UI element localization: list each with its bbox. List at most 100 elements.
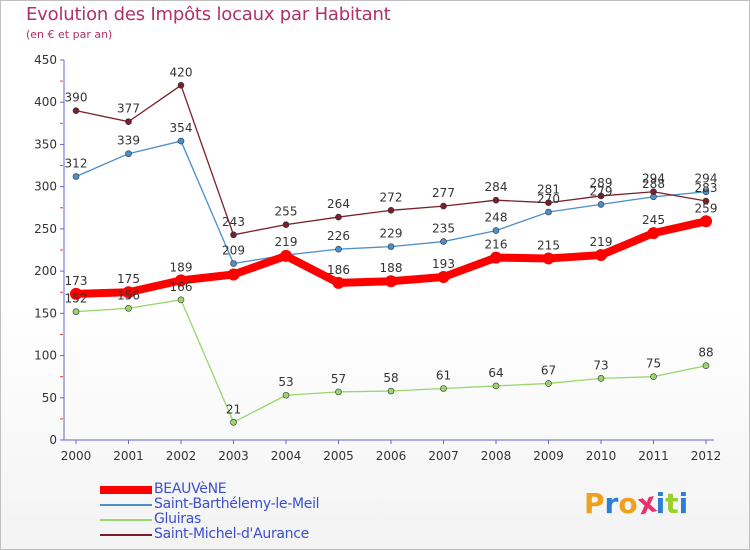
series-point-2 <box>72 308 80 315</box>
x-tick-label: 2011 <box>638 449 669 463</box>
series-point-1 <box>177 137 185 145</box>
data-label: 216 <box>485 238 508 252</box>
data-label: 245 <box>642 213 665 227</box>
series-point-0 <box>227 268 240 281</box>
series-point-2 <box>597 375 605 382</box>
series-point-1 <box>335 245 342 253</box>
y-tick-label: 450 <box>34 53 57 67</box>
series-point-2 <box>650 373 657 380</box>
data-label: 88 <box>698 346 713 360</box>
data-label: 390 <box>65 91 88 105</box>
data-label: 61 <box>436 368 451 382</box>
data-label: 189 <box>170 260 193 274</box>
series-point-0 <box>647 227 660 240</box>
series-point-2 <box>125 304 132 312</box>
x-tick-label: 2008 <box>481 449 512 463</box>
data-label: 279 <box>590 184 613 198</box>
x-tick-label: 2002 <box>166 449 197 463</box>
x-tick-label: 2004 <box>271 449 302 463</box>
legend-swatch-saint-barthelemy <box>100 504 152 506</box>
logo-letter: r <box>604 487 619 520</box>
data-label: 294 <box>642 172 665 186</box>
y-tick-label: 400 <box>34 95 57 109</box>
data-label: 294 <box>695 172 718 186</box>
data-label: 186 <box>327 263 350 277</box>
data-label: 64 <box>488 366 503 380</box>
series-point-2 <box>545 380 552 387</box>
series-point-3 <box>492 196 500 204</box>
series-point-1 <box>125 150 132 158</box>
series-point-3 <box>335 213 342 221</box>
data-label: 75 <box>646 357 661 371</box>
series-point-1 <box>72 173 80 180</box>
y-tick-label: 50 <box>42 391 57 405</box>
series-point-3 <box>282 221 290 228</box>
data-label: 219 <box>590 235 613 249</box>
data-label: 288 <box>642 177 665 191</box>
series-point-0 <box>490 251 502 264</box>
series-point-0 <box>385 275 397 288</box>
x-tick-label: 2001 <box>113 449 144 463</box>
series-point-1 <box>440 238 447 245</box>
series-point-1 <box>702 188 710 196</box>
data-label: 277 <box>432 186 455 200</box>
data-label: 57 <box>331 372 346 386</box>
x-tick-label: 2010 <box>586 449 617 463</box>
y-tick-label: 300 <box>34 180 57 194</box>
data-label: 339 <box>117 134 140 148</box>
legend-label-saint-barthelemy: Saint-Barthélemy-le-Meil <box>154 496 320 512</box>
series-point-2 <box>702 362 710 369</box>
series-point-3 <box>177 82 185 89</box>
data-label: 248 <box>485 211 508 225</box>
legend-label-saint-michel: Saint-Michel-d'Aurance <box>154 526 309 542</box>
data-label: 58 <box>383 371 398 385</box>
x-tick-label: 2006 <box>376 449 407 463</box>
data-label: 173 <box>65 274 88 288</box>
data-label: 235 <box>432 222 455 236</box>
series-point-0 <box>332 276 345 289</box>
data-label: 283 <box>695 181 718 195</box>
x-tick-label: 2012 <box>691 449 722 463</box>
data-label: 67 <box>541 363 556 377</box>
data-label: 219 <box>275 235 298 249</box>
series-point-0 <box>175 274 187 287</box>
data-label: 354 <box>170 121 193 135</box>
y-tick-label: 0 <box>49 433 57 447</box>
legend-label-gluiras: Gluiras <box>154 511 202 527</box>
series-point-3 <box>387 207 395 214</box>
series-point-0 <box>280 249 292 262</box>
series-point-0 <box>70 287 82 300</box>
data-label: 156 <box>117 288 140 302</box>
y-tick-label: 150 <box>34 306 57 320</box>
legend-swatch-saint-michel <box>100 534 152 536</box>
series-point-2 <box>387 387 395 395</box>
logo-letter: i <box>655 487 666 520</box>
series-point-3 <box>702 197 710 205</box>
series-point-3 <box>230 231 237 239</box>
data-label: 259 <box>695 201 718 215</box>
series-point-0 <box>437 271 450 284</box>
series-line-2 <box>75 299 707 423</box>
chart-title: Evolution des Impôts locaux par Habitant <box>26 4 391 25</box>
series-point-1 <box>230 260 237 267</box>
series-point-0 <box>595 249 607 262</box>
x-tick-label: 2009 <box>533 449 564 463</box>
series-point-2 <box>177 296 185 304</box>
data-label: 73 <box>593 358 608 372</box>
y-tick-label: 350 <box>34 137 57 151</box>
y-tick-label: 200 <box>34 264 57 278</box>
logo-letter: t <box>665 487 679 520</box>
legend-swatch-beauvene <box>100 486 152 494</box>
series-point-1 <box>545 208 552 216</box>
legend-label-beauvene: BEAUVèNE <box>154 481 227 497</box>
series-point-1 <box>387 243 395 250</box>
series-point-3 <box>597 192 605 200</box>
series-point-3 <box>72 107 80 114</box>
data-label: 270 <box>537 192 560 206</box>
data-label: 175 <box>117 272 140 286</box>
x-tick-label: 2007 <box>428 449 459 463</box>
data-label: 255 <box>275 205 298 219</box>
series-point-0 <box>700 215 712 228</box>
y-tick-label: 250 <box>34 222 57 236</box>
